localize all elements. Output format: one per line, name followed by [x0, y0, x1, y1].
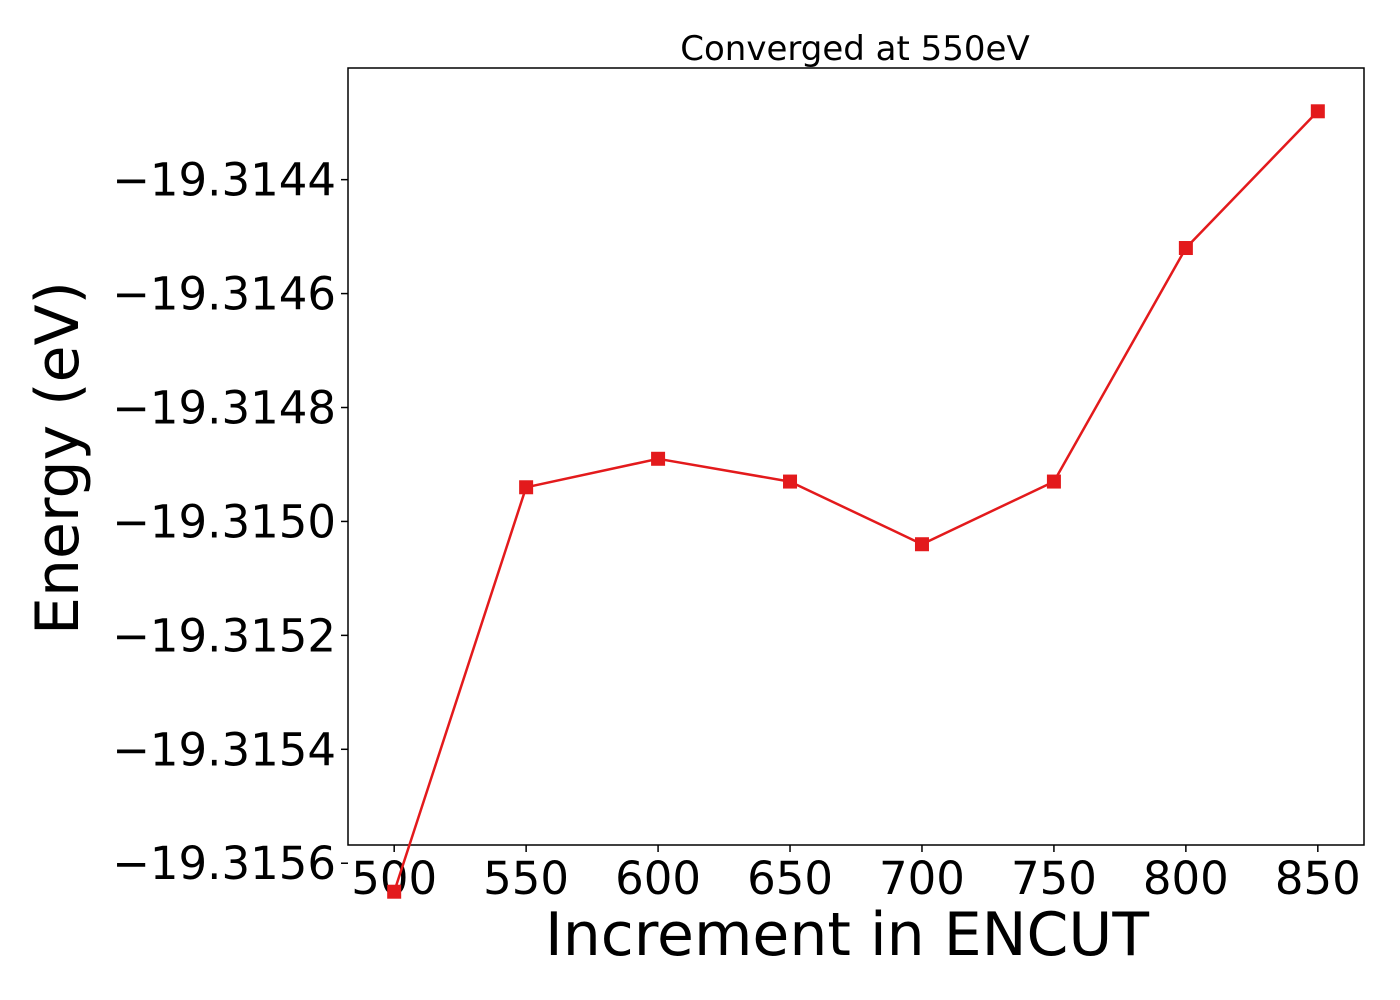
- data-point-marker: [1310, 104, 1325, 119]
- x-axis-ticks: 500 550 600 650 700 750 800 850: [351, 845, 1361, 905]
- data-point-marker: [1046, 474, 1061, 489]
- series-layer: [387, 104, 1325, 899]
- y-axis-ticks: −19.3156 −19.3154 −19.3152 −19.3150 −19.3148…: [112, 154, 348, 890]
- data-point-marker: [1178, 241, 1193, 256]
- y-tick-label: −19.3152: [112, 609, 336, 662]
- data-point-marker: [914, 537, 929, 552]
- x-tick-label: 850: [1275, 852, 1361, 905]
- x-tick-label: 600: [615, 852, 701, 905]
- x-tick-label: 700: [879, 852, 965, 905]
- x-tick-label: 550: [483, 852, 569, 905]
- x-tick-label: 800: [1143, 852, 1229, 905]
- chart-title: Converged at 550eV: [680, 29, 1029, 69]
- data-point-marker: [519, 480, 534, 495]
- x-tick-label: 650: [747, 852, 833, 905]
- series-line: [393, 110, 1319, 893]
- y-tick-label: −19.3150: [112, 495, 336, 548]
- y-tick-label: −19.3146: [112, 268, 336, 321]
- y-axis-label: Energy (eV): [23, 281, 93, 635]
- x-tick-label: 750: [1011, 852, 1097, 905]
- plot-area-frame: [347, 67, 1365, 846]
- y-tick-label: −19.3148: [112, 382, 336, 435]
- y-tick-label: −19.3156: [112, 837, 336, 890]
- data-point-marker: [651, 451, 666, 466]
- y-tick-label: −19.3144: [112, 154, 336, 207]
- data-point-marker: [783, 474, 798, 489]
- x-axis-label: Increment in ENCUT: [545, 900, 1149, 970]
- data-point-marker: [387, 884, 402, 899]
- y-tick-label: −19.3154: [112, 723, 336, 776]
